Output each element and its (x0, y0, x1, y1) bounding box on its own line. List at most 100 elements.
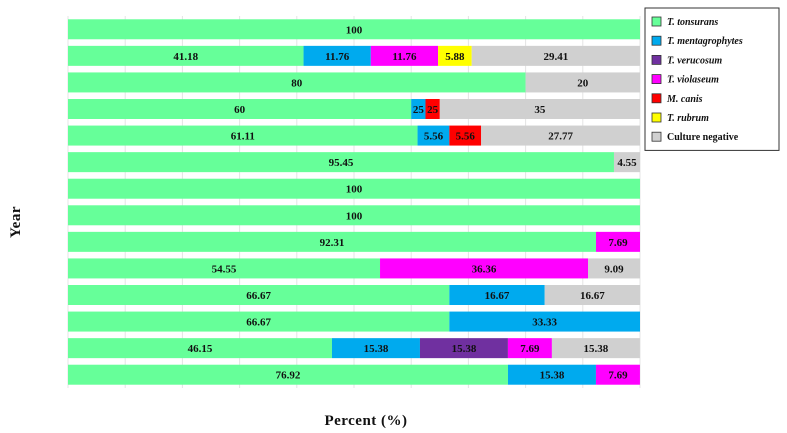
bar-row: 80 20 (68, 72, 640, 93)
chart-gridlines (67, 16, 641, 388)
legend-swatch (651, 16, 662, 27)
data-label: 35 (534, 104, 546, 116)
data-label: 9.09 (604, 263, 624, 275)
legend-swatch (651, 131, 662, 142)
bar-segment (68, 125, 418, 146)
data-label: 25 (413, 104, 425, 116)
data-label: 15.38 (452, 343, 477, 355)
bar-segment (449, 125, 482, 146)
legend-item: T. verucosum (651, 55, 722, 66)
bar-segment (68, 364, 508, 385)
data-label: 11.76 (392, 51, 417, 63)
bar-segment (68, 231, 597, 252)
bar-row: 100 (68, 19, 640, 40)
legend-label: T. tonsurans (667, 17, 718, 28)
legend-item: T. rubrum (651, 112, 709, 124)
bar-segment (417, 125, 450, 146)
bar-row: 92.31 7.69 (68, 231, 640, 252)
data-label: 61.11 (231, 131, 255, 143)
bar-row: 46.15 15.38 15.38 7.69 15.38 (68, 338, 640, 359)
bar-segment (419, 338, 508, 359)
data-label: 66.67 (246, 290, 271, 302)
bar-segment (595, 364, 640, 385)
bar-segment (303, 45, 371, 66)
bar-segment (471, 45, 640, 66)
data-label: 5.88 (445, 51, 465, 63)
bar-row: 66.67 16.67 16.67 (68, 285, 641, 305)
bar-segment (68, 258, 381, 279)
data-label: 100 (346, 184, 363, 196)
bar-segment (613, 152, 640, 173)
legend-item: T. mentagrophytes (651, 35, 743, 47)
data-label: 41.18 (173, 51, 198, 63)
legend-label: M. canis (666, 94, 703, 105)
chart-legend: T. tonsurans T. mentagrophytes T. verucosu… (644, 7, 780, 151)
bar-segment (507, 338, 552, 359)
bar-segment (68, 19, 640, 40)
bar-segment (449, 311, 640, 332)
legend-swatch (651, 35, 662, 46)
bar-segment (68, 45, 304, 66)
legend-item: Culture negative (651, 131, 739, 143)
bar-segment (507, 364, 596, 385)
legend-label: Culture negative (667, 132, 739, 143)
data-label: 15.38 (364, 343, 389, 355)
data-label: 15.38 (540, 370, 565, 382)
data-label: 66.67 (246, 317, 271, 329)
bar-segment (551, 338, 640, 359)
bar-segment (68, 99, 412, 119)
bar-segment (544, 285, 641, 305)
legend-box (644, 7, 780, 151)
bar-segment (68, 285, 450, 305)
legend-label: T. verucosum (667, 55, 722, 66)
bar-row: 61.11 5.56 5.56 27.77 (68, 125, 640, 146)
data-label: 11.76 (325, 51, 350, 63)
data-label: 7.69 (608, 237, 628, 249)
legend-item: T. violaseum (651, 74, 719, 86)
bar-row: 66.67 33.33 (68, 311, 640, 332)
data-label: 7.69 (608, 370, 628, 382)
data-label: 4.55 (617, 157, 637, 169)
data-label: 80 (291, 77, 303, 89)
bar-segment (481, 125, 640, 146)
data-label: 54.55 (212, 263, 237, 275)
data-label: 46.15 (188, 343, 213, 355)
data-label: 25 (427, 104, 439, 116)
data-label: 7.69 (520, 343, 540, 355)
bar-row: 95.45 4.55 (68, 152, 640, 173)
bar-segment (425, 99, 440, 119)
bar-row: 100 (68, 205, 640, 226)
bar-segment (596, 231, 640, 252)
legend-swatch (651, 55, 662, 65)
data-label: 27.77 (548, 131, 573, 143)
legend-label: T. violaseum (667, 75, 719, 86)
data-label: 5.56 (424, 131, 444, 143)
bar-segment (449, 285, 545, 305)
bar-segment (370, 45, 439, 66)
legend-item: M. canis (651, 93, 703, 105)
bar-segment (331, 338, 420, 359)
data-label: 20 (577, 77, 589, 89)
bar-row: 54.55 36.36 9.09 (68, 258, 640, 279)
bar-segment (439, 99, 640, 119)
data-label: 33.33 (532, 317, 557, 329)
data-label: 100 (346, 210, 363, 222)
bar-segment (68, 311, 450, 332)
bar-row: 41.18 11.76 11.76 5.88 29.41 (68, 45, 640, 66)
bar-segment (68, 338, 332, 359)
bar-row: 60 25 25 35 (68, 99, 640, 119)
y-axis-title: Year (8, 206, 24, 238)
data-label: 5.56 (456, 131, 476, 143)
data-label: 36.36 (472, 263, 497, 275)
x-axis-title: Percent (%) (324, 413, 407, 429)
bar-segment (380, 258, 589, 279)
legend-label: T. mentagrophytes (667, 36, 743, 47)
bar-segment (411, 99, 426, 119)
legend-swatch (651, 74, 662, 84)
data-label: 29.41 (543, 51, 568, 63)
data-label: 95.45 (329, 157, 354, 169)
data-label: 60 (234, 104, 246, 116)
data-label: 16.67 (580, 290, 605, 302)
